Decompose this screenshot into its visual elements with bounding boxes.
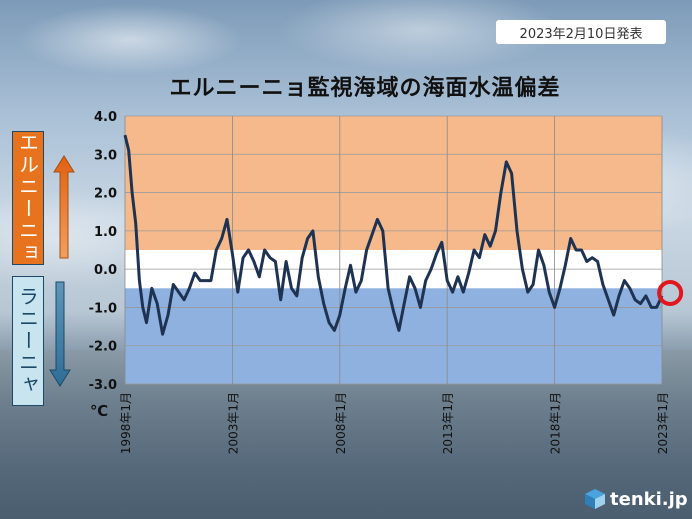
y-unit-label: ℃ bbox=[90, 402, 108, 420]
y-tick-label: 0.0 bbox=[94, 263, 117, 278]
la-nina-label: ラニーニャ bbox=[12, 276, 44, 406]
x-tick-label: 2013年1月 bbox=[441, 392, 455, 454]
x-tick-label: 2008年1月 bbox=[334, 392, 348, 454]
y-tick-label: 2.0 bbox=[94, 187, 117, 202]
chart-title: エルニーニョ監視海域の海面水温偏差 bbox=[169, 76, 561, 101]
y-tick-label: -2.0 bbox=[89, 340, 117, 355]
x-tick-label: 2023年1月 bbox=[656, 392, 670, 454]
date-badge: 2023年2月10日発表 bbox=[496, 20, 666, 44]
logo-text: tenki.jp bbox=[610, 488, 688, 510]
el-nino-up-arrow-icon bbox=[53, 155, 75, 259]
anomaly-series-line bbox=[123, 134, 664, 336]
el-nino-label: エルニーニョ bbox=[12, 131, 44, 265]
y-tick-label: 3.0 bbox=[94, 148, 117, 163]
y-tick-label: 4.0 bbox=[94, 110, 117, 125]
x-tick-label: 2003年1月 bbox=[226, 392, 240, 454]
x-tick-label: 1998年1月 bbox=[119, 392, 133, 454]
el-nino-band bbox=[125, 116, 662, 250]
la-nina-band bbox=[125, 288, 662, 384]
tenki-logo: tenki.jp bbox=[584, 488, 688, 510]
y-tick-label: 1.0 bbox=[94, 225, 117, 240]
cube-logo-icon bbox=[585, 489, 605, 509]
y-tick-label: -1.0 bbox=[89, 301, 117, 316]
latest-value-highlight-circle bbox=[657, 279, 684, 306]
y-tick-label: -3.0 bbox=[89, 378, 117, 393]
la-nina-down-arrow-icon bbox=[49, 281, 71, 387]
x-tick-label: 2018年1月 bbox=[549, 392, 563, 454]
